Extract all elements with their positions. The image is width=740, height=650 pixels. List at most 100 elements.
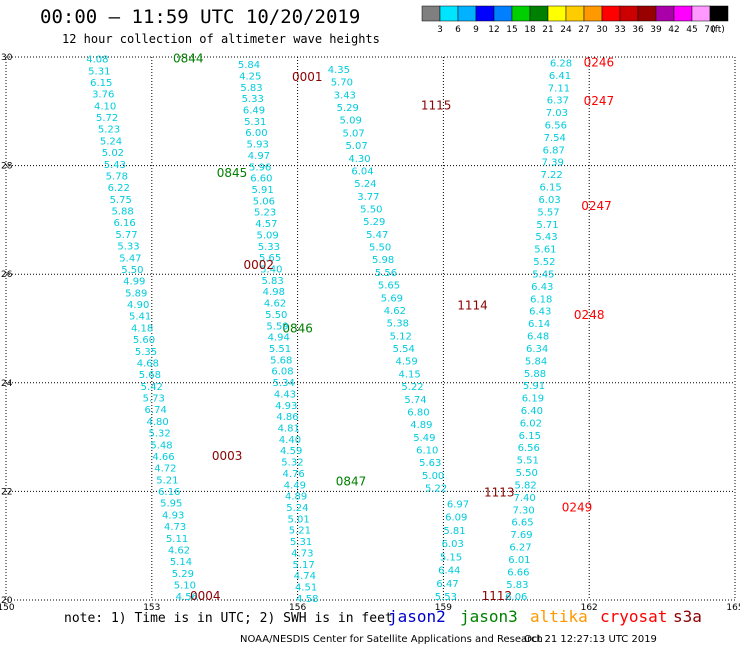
wave-height-value: 6.34	[526, 344, 548, 355]
wave-height-value: 7.69	[510, 530, 532, 541]
wave-height-value: 6.16	[158, 487, 180, 498]
pass-time-label: 0845	[217, 166, 248, 180]
wave-height-value: 5.91	[252, 185, 274, 196]
wave-height-value: 5.22	[401, 382, 423, 393]
colorbar-label: 6	[455, 25, 461, 35]
wave-height-value: 4.94	[268, 333, 290, 344]
wave-height-value: 5.68	[139, 370, 161, 381]
wave-height-value: 5.33	[242, 94, 264, 105]
wave-height-value: 5.57	[537, 207, 559, 218]
wave-height-value: 5.07	[345, 141, 367, 152]
wave-height-value: 7.54	[544, 133, 566, 144]
wave-height-value: 5.09	[256, 230, 278, 241]
legend-s3a: s3a	[673, 607, 702, 626]
colorbar-label: 9	[473, 25, 479, 35]
wave-height-value: 5.22	[425, 484, 447, 495]
y-tick-label: 26	[1, 270, 13, 280]
wave-height-value: 7.40	[513, 493, 535, 504]
wave-height-value: 5.23	[98, 125, 120, 136]
wave-height-value: 5.71	[536, 220, 558, 231]
wave-height-value: 6.28	[550, 58, 572, 69]
wave-height-value: 5.65	[378, 281, 400, 292]
wave-height-value: 5.50	[360, 204, 382, 215]
wave-height-value: 5.89	[125, 288, 147, 299]
wave-height-value: 6.00	[245, 128, 267, 139]
wave-height-value: 5.29	[172, 569, 194, 580]
wave-height-value: 5.60	[133, 335, 155, 346]
wave-height-value: 6.03	[538, 195, 560, 206]
wave-height-value: 5.01	[288, 514, 310, 525]
colorbar-label: 39	[650, 25, 662, 35]
wave-height-value: 4.68	[137, 358, 159, 369]
footer-timestamp: Oct 21 12:27:13 UTC 2019	[524, 634, 657, 645]
wave-height-value: 4.97	[248, 151, 270, 162]
wave-height-value: 5.29	[337, 103, 359, 114]
legend-cryosat: cryosat	[600, 607, 668, 626]
wave-height-value: 5.21	[289, 526, 311, 537]
wave-height-value: 5.70	[331, 78, 353, 89]
wave-height-value: 4.72	[154, 464, 176, 475]
wave-height-value: 4.73	[164, 522, 186, 533]
wave-height-value: 5.78	[106, 171, 128, 182]
wave-height-value: 5.83	[261, 276, 283, 287]
wave-height-value: 5.77	[115, 230, 137, 241]
wave-height-value: 5.40	[260, 264, 282, 275]
wave-height-value: 6.87	[543, 145, 565, 156]
wave-height-value: 4.89	[410, 420, 432, 431]
wave-height-value: 5.65	[259, 253, 281, 264]
wave-height-value: 5.32	[148, 429, 170, 440]
wave-height-value: 6.44	[438, 566, 460, 577]
wave-height-value: 5.45	[532, 269, 554, 280]
wave-height-value: 4.86	[276, 412, 298, 423]
x-tick-label: 162	[581, 603, 598, 613]
wave-height-value: 6.02	[520, 418, 542, 429]
wave-height-value: 6.15	[539, 183, 561, 194]
wave-height-value: 5.07	[343, 128, 365, 139]
colorbar-swatch	[709, 5, 729, 22]
colorbar-label: 27	[578, 25, 589, 35]
wave-height-value: 6.66	[507, 567, 529, 578]
wave-height-value: 6.15	[90, 78, 112, 89]
wave-height-value: 4.62	[384, 306, 406, 317]
y-tick-label: 30	[1, 53, 13, 63]
wave-height-value: 7.03	[546, 108, 568, 119]
wave-height-value: 6.08	[271, 367, 293, 378]
wave-height-value: 5.95	[160, 499, 182, 510]
wave-height-value: 4.51	[295, 582, 317, 593]
wave-height-value: 5.59	[266, 321, 288, 332]
wave-height-value: 5.24	[354, 179, 376, 190]
wave-height-value: 6.56	[545, 120, 567, 131]
wave-height-value: 4.15	[398, 369, 420, 380]
wave-height-value: 5.69	[381, 293, 403, 304]
x-tick-label: 159	[435, 603, 452, 613]
wave-height-value: 6.97	[447, 499, 469, 510]
wave-height-value: 6.40	[521, 406, 543, 417]
colorbar-label: 70	[704, 25, 716, 35]
colorbar-label: 12	[488, 25, 499, 35]
wave-height-value: 5.43	[535, 232, 557, 243]
wave-height-value: 5.15	[440, 552, 462, 563]
wave-height-value: 5.35	[135, 347, 157, 358]
wave-height-value: 4.76	[283, 469, 305, 480]
wave-height-value: 5.41	[129, 312, 151, 323]
wave-height-value: 6.19	[522, 394, 544, 405]
pass-time-label: 0248	[574, 308, 605, 322]
wave-height-value: 5.82	[515, 480, 537, 491]
wave-height-value: 5.10	[174, 581, 196, 592]
pass-time-label: 0247	[584, 94, 615, 108]
wave-height-value: 5.38	[387, 319, 409, 330]
wave-height-value: 4.89	[285, 492, 307, 503]
wave-height-value: 4.30	[348, 154, 370, 165]
wave-height-value: 6.65	[511, 518, 533, 529]
y-tick-label: 24	[1, 379, 13, 389]
wave-height-value: 4.18	[131, 323, 153, 334]
x-tick-label: 156	[289, 603, 306, 613]
wave-height-value: 5.54	[393, 344, 415, 355]
wave-height-value: 4.74	[294, 571, 316, 582]
x-tick-label: 165	[726, 603, 740, 613]
wave-height-value: 5.50	[265, 310, 287, 321]
wave-height-value: 5.24	[100, 136, 122, 147]
pass-time-label: 1114	[457, 299, 488, 313]
wave-height-value: 7.30	[512, 505, 534, 516]
